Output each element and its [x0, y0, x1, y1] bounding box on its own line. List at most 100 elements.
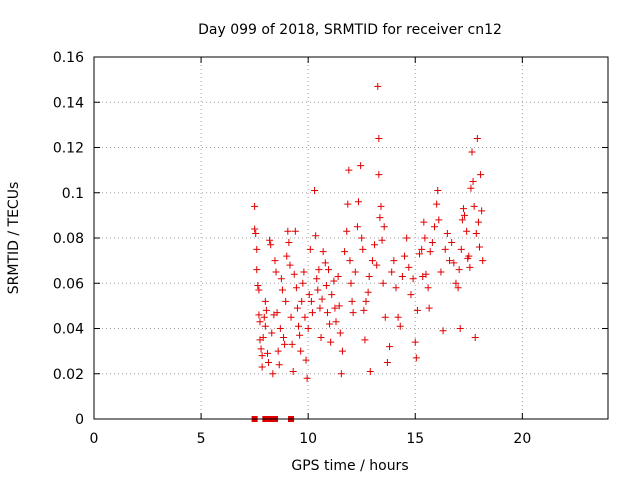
data-point	[275, 361, 283, 369]
data-point	[281, 340, 289, 348]
data-point	[381, 313, 389, 321]
data-point	[472, 229, 480, 237]
data-point	[314, 286, 322, 294]
y-axis-label: SRMTID / TECUs	[6, 182, 22, 295]
data-point	[353, 223, 361, 231]
data-point	[461, 211, 469, 219]
data-point	[274, 347, 282, 355]
data-point	[287, 313, 295, 321]
data-point	[459, 205, 467, 213]
x-tick-label: 15	[406, 431, 424, 447]
data-point	[349, 309, 357, 317]
data-point	[327, 338, 335, 346]
data-point	[362, 297, 370, 305]
data-point	[371, 241, 379, 249]
data-points	[251, 82, 487, 422]
data-point	[296, 331, 304, 339]
data-point	[455, 266, 463, 274]
data-point	[303, 374, 311, 382]
data-point	[376, 214, 384, 222]
data-point	[478, 207, 486, 215]
data-point	[470, 202, 478, 210]
data-point	[468, 148, 476, 156]
data-point	[291, 227, 299, 235]
data-point	[377, 202, 385, 210]
data-point	[418, 245, 426, 253]
data-point	[272, 268, 280, 276]
data-point	[365, 272, 373, 280]
data-point	[263, 349, 271, 357]
data-point	[255, 286, 263, 294]
data-point	[253, 266, 261, 274]
data-point	[322, 282, 330, 290]
data-point	[477, 171, 485, 179]
data-point	[251, 202, 259, 210]
data-point	[413, 306, 421, 314]
data-point	[354, 198, 362, 206]
data-point	[454, 284, 462, 292]
data-point	[265, 358, 273, 366]
data-point	[273, 309, 281, 317]
data-point	[426, 248, 434, 256]
plot-frame	[93, 56, 609, 420]
data-point	[330, 277, 338, 285]
data-point	[456, 325, 464, 332]
data-point	[299, 279, 307, 287]
data-point	[441, 245, 449, 253]
data-point	[295, 322, 303, 330]
data-point	[392, 284, 400, 292]
data-point	[450, 259, 458, 267]
data-point	[276, 325, 284, 332]
data-point	[316, 304, 324, 312]
data-point	[298, 297, 306, 305]
data-point	[255, 311, 263, 319]
data-point	[424, 284, 432, 292]
data-point	[439, 327, 447, 335]
data-point	[318, 295, 326, 303]
data-point	[301, 313, 309, 321]
data-point	[409, 275, 417, 283]
data-point	[257, 345, 265, 353]
data-point	[283, 252, 291, 260]
data-point	[412, 354, 420, 362]
data-point	[323, 309, 331, 317]
data-point	[466, 263, 474, 271]
data-point	[268, 329, 276, 337]
data-point	[469, 177, 477, 185]
data-point	[335, 302, 343, 310]
x-axis-label: GPS time / hours	[291, 458, 408, 474]
data-point	[434, 186, 442, 194]
data-point	[328, 291, 336, 299]
data-point	[308, 309, 316, 317]
data-point	[421, 234, 429, 242]
data-point	[331, 304, 339, 312]
data-point	[259, 334, 267, 342]
data-point	[364, 288, 372, 296]
data-point	[407, 291, 415, 299]
data-point	[269, 370, 277, 378]
y-tick-label: 0.08	[53, 231, 84, 247]
data-point	[374, 82, 382, 90]
data-point	[290, 270, 298, 278]
data-point	[380, 223, 388, 231]
data-point	[471, 334, 479, 342]
data-point	[280, 334, 288, 342]
data-point	[289, 367, 297, 375]
data-point	[293, 304, 301, 312]
data-point	[446, 257, 454, 265]
y-tick-label: 0.02	[53, 367, 84, 383]
data-point	[258, 363, 266, 371]
data-point	[398, 272, 406, 280]
data-point	[252, 229, 260, 237]
grid	[94, 57, 608, 419]
data-point	[254, 282, 262, 290]
data-point	[378, 236, 386, 244]
data-point	[366, 367, 374, 375]
x-tick-label: 5	[197, 431, 206, 447]
data-point	[386, 343, 394, 351]
data-point	[343, 227, 351, 235]
data-point	[262, 306, 270, 314]
data-point	[479, 257, 487, 265]
data-point	[416, 250, 424, 258]
data-point	[302, 356, 310, 364]
